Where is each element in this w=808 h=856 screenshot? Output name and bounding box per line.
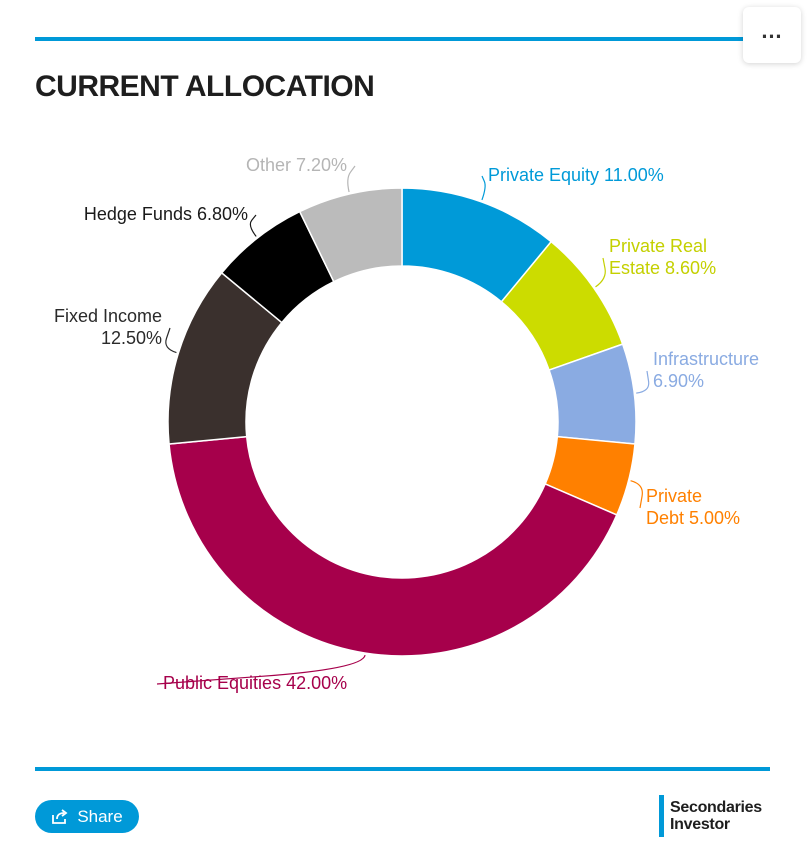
brand-logo: Secondaries Investor <box>659 795 762 837</box>
bottom-rule <box>35 767 770 771</box>
donut-chart: Private Equity 11.00% Private Real Estate … <box>54 155 759 693</box>
share-icon <box>52 808 68 824</box>
share-label: Share <box>77 806 123 826</box>
top-rule <box>35 37 770 41</box>
connector-hedge-funds <box>249 214 257 237</box>
share-button[interactable]: Share <box>35 800 139 833</box>
connector-private-equity <box>481 175 486 201</box>
label-infrastructure: Infrastructure 6.90% <box>653 349 759 391</box>
label-private-debt: Private Debt 5.00% <box>646 486 740 528</box>
connector-private-debt <box>630 480 643 509</box>
chart-menu-button[interactable]: … <box>743 7 801 63</box>
brand-line2: Investor <box>670 816 730 833</box>
brand-line1: Secondaries <box>670 799 762 816</box>
label-public-equities: Public Equities 42.00% <box>163 673 347 693</box>
connector-public-equities <box>156 654 366 685</box>
connector-other <box>347 165 356 193</box>
connector-private-real-estate <box>595 257 606 288</box>
label-hedge-funds: Hedge Funds 6.80% <box>84 204 248 224</box>
slice-public-equities[interactable] <box>168 435 618 657</box>
connector-fixed-income <box>165 327 177 354</box>
label-fixed-income: Fixed Income 12.50% <box>54 306 162 348</box>
label-other: Other 7.20% <box>246 155 347 175</box>
slice-other[interactable] <box>298 187 403 283</box>
ellipsis-icon: … <box>760 18 784 43</box>
label-private-real-estate: Private Real Estate 8.60% <box>609 236 716 278</box>
label-private-equity: Private Equity 11.00% <box>488 165 664 185</box>
connector-infrastructure <box>636 370 650 394</box>
chart-title: CURRENT ALLOCATION <box>35 70 375 103</box>
